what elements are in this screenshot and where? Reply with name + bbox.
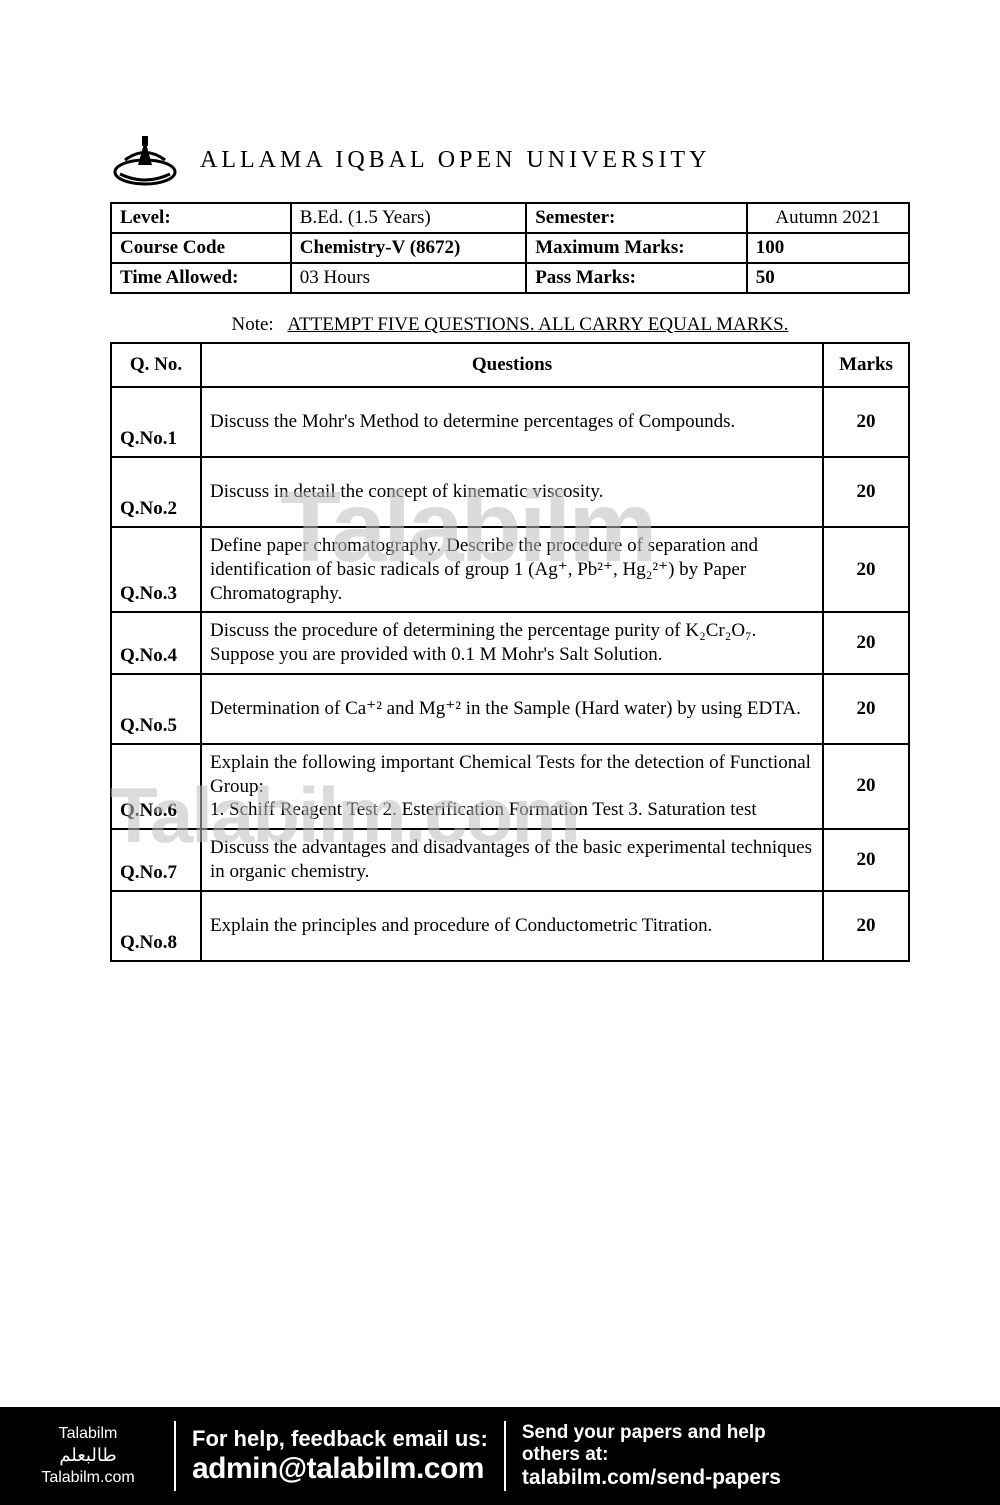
note-text: ATTEMPT FIVE QUESTIONS. ALL CARRY EQUAL … (287, 314, 788, 335)
header-row: ALLAMA IQBAL OPEN UNIVERSITY (110, 130, 910, 190)
table-row: Q.No.3Define paper chromatography. Descr… (111, 527, 909, 612)
info-label: Maximum Marks: (526, 233, 747, 263)
question-marks: 20 (823, 387, 909, 457)
footer-send-papers: Send your papers and help others at: tal… (522, 1422, 781, 1490)
footer-send-line1: Send your papers and help (522, 1422, 781, 1444)
question-number: Q.No.6 (111, 744, 201, 829)
question-text: Discuss the procedure of determining the… (201, 612, 823, 674)
footer-send-url: talabilm.com/send-papers (522, 1466, 781, 1490)
question-marks: 20 (823, 527, 909, 612)
info-value: Chemistry-V (8672) (291, 233, 526, 263)
question-number: Q.No.1 (111, 387, 201, 457)
info-row: Level: B.Ed. (1.5 Years) Semester: Autum… (111, 203, 909, 233)
info-label: Level: (111, 203, 291, 233)
note-row: Note: ATTEMPT FIVE QUESTIONS. ALL CARRY … (110, 314, 910, 336)
question-marks: 20 (823, 829, 909, 891)
question-number: Q.No.2 (111, 457, 201, 527)
info-value: 03 Hours (291, 263, 526, 293)
question-number: Q.No.7 (111, 829, 201, 891)
table-row: Q.No.7Discuss the advantages and disadva… (111, 829, 909, 891)
question-marks: 20 (823, 744, 909, 829)
page: Talabilm Talabilm.com ALLAMA IQBAL OPEN … (0, 0, 1000, 1505)
table-row: Q.No.2Discuss in detail the concept of k… (111, 457, 909, 527)
footer-brand: Talabilm طالبعلم Talabilm.com (18, 1424, 158, 1489)
questions-table: Q. No. Questions Marks Q.No.1Discuss the… (110, 342, 910, 962)
footer-brand-line1: Talabilm (18, 1424, 158, 1445)
info-row: Course Code Chemistry-V (8672) Maximum M… (111, 233, 909, 263)
info-label: Semester: (526, 203, 747, 233)
info-label: Time Allowed: (111, 263, 291, 293)
question-marks: 20 (823, 612, 909, 674)
question-text: Explain the principles and procedure of … (201, 891, 823, 961)
info-label: Course Code (111, 233, 291, 263)
header-question: Questions (201, 343, 823, 387)
footer-divider (174, 1421, 176, 1491)
footer-divider (504, 1421, 506, 1491)
question-text: Define paper chromatography. Describe th… (201, 527, 823, 612)
table-row: Q.No.4Discuss the procedure of determini… (111, 612, 909, 674)
footer-contact-label: For help, feedback email us: (192, 1426, 488, 1452)
header-marks: Marks (823, 343, 909, 387)
header-qno: Q. No. (111, 343, 201, 387)
question-marks: 20 (823, 891, 909, 961)
questions-header-row: Q. No. Questions Marks (111, 343, 909, 387)
table-row: Q.No.5Determination of Ca⁺² and Mg⁺² in … (111, 674, 909, 744)
question-number: Q.No.4 (111, 612, 201, 674)
info-table: Level: B.Ed. (1.5 Years) Semester: Autum… (110, 202, 910, 294)
question-number: Q.No.3 (111, 527, 201, 612)
question-text: Discuss the advantages and disadvantages… (201, 829, 823, 891)
table-row: Q.No.1Discuss the Mohr's Method to deter… (111, 387, 909, 457)
footer-contact: For help, feedback email us: admin@talab… (192, 1426, 488, 1486)
info-value: 100 (747, 233, 909, 263)
footer: Talabilm طالبعلم Talabilm.com For help, … (0, 1407, 1000, 1505)
university-logo-icon (110, 130, 180, 190)
info-row: Time Allowed: 03 Hours Pass Marks: 50 (111, 263, 909, 293)
question-marks: 20 (823, 674, 909, 744)
note-label: Note: (232, 314, 274, 335)
info-label: Pass Marks: (526, 263, 747, 293)
question-text: Explain the following important Chemical… (201, 744, 823, 829)
info-value: Autumn 2021 (747, 203, 909, 233)
document-content: ALLAMA IQBAL OPEN UNIVERSITY Level: B.Ed… (0, 0, 1000, 962)
question-number: Q.No.5 (111, 674, 201, 744)
footer-contact-email: admin@talabilm.com (192, 1452, 488, 1486)
table-row: Q.No.8Explain the principles and procedu… (111, 891, 909, 961)
question-text: Discuss the Mohr's Method to determine p… (201, 387, 823, 457)
info-value: B.Ed. (1.5 Years) (291, 203, 526, 233)
question-marks: 20 (823, 457, 909, 527)
university-name: ALLAMA IQBAL OPEN UNIVERSITY (200, 147, 710, 174)
footer-send-line2: others at: (522, 1444, 781, 1466)
question-text: Discuss in detail the concept of kinemat… (201, 457, 823, 527)
table-row: Q.No.6Explain the following important Ch… (111, 744, 909, 829)
question-number: Q.No.8 (111, 891, 201, 961)
info-value: 50 (747, 263, 909, 293)
question-text: Determination of Ca⁺² and Mg⁺² in the Sa… (201, 674, 823, 744)
footer-brand-domain: Talabilm.com (18, 1468, 158, 1489)
footer-brand-urdu: طالبعلم (18, 1444, 158, 1467)
